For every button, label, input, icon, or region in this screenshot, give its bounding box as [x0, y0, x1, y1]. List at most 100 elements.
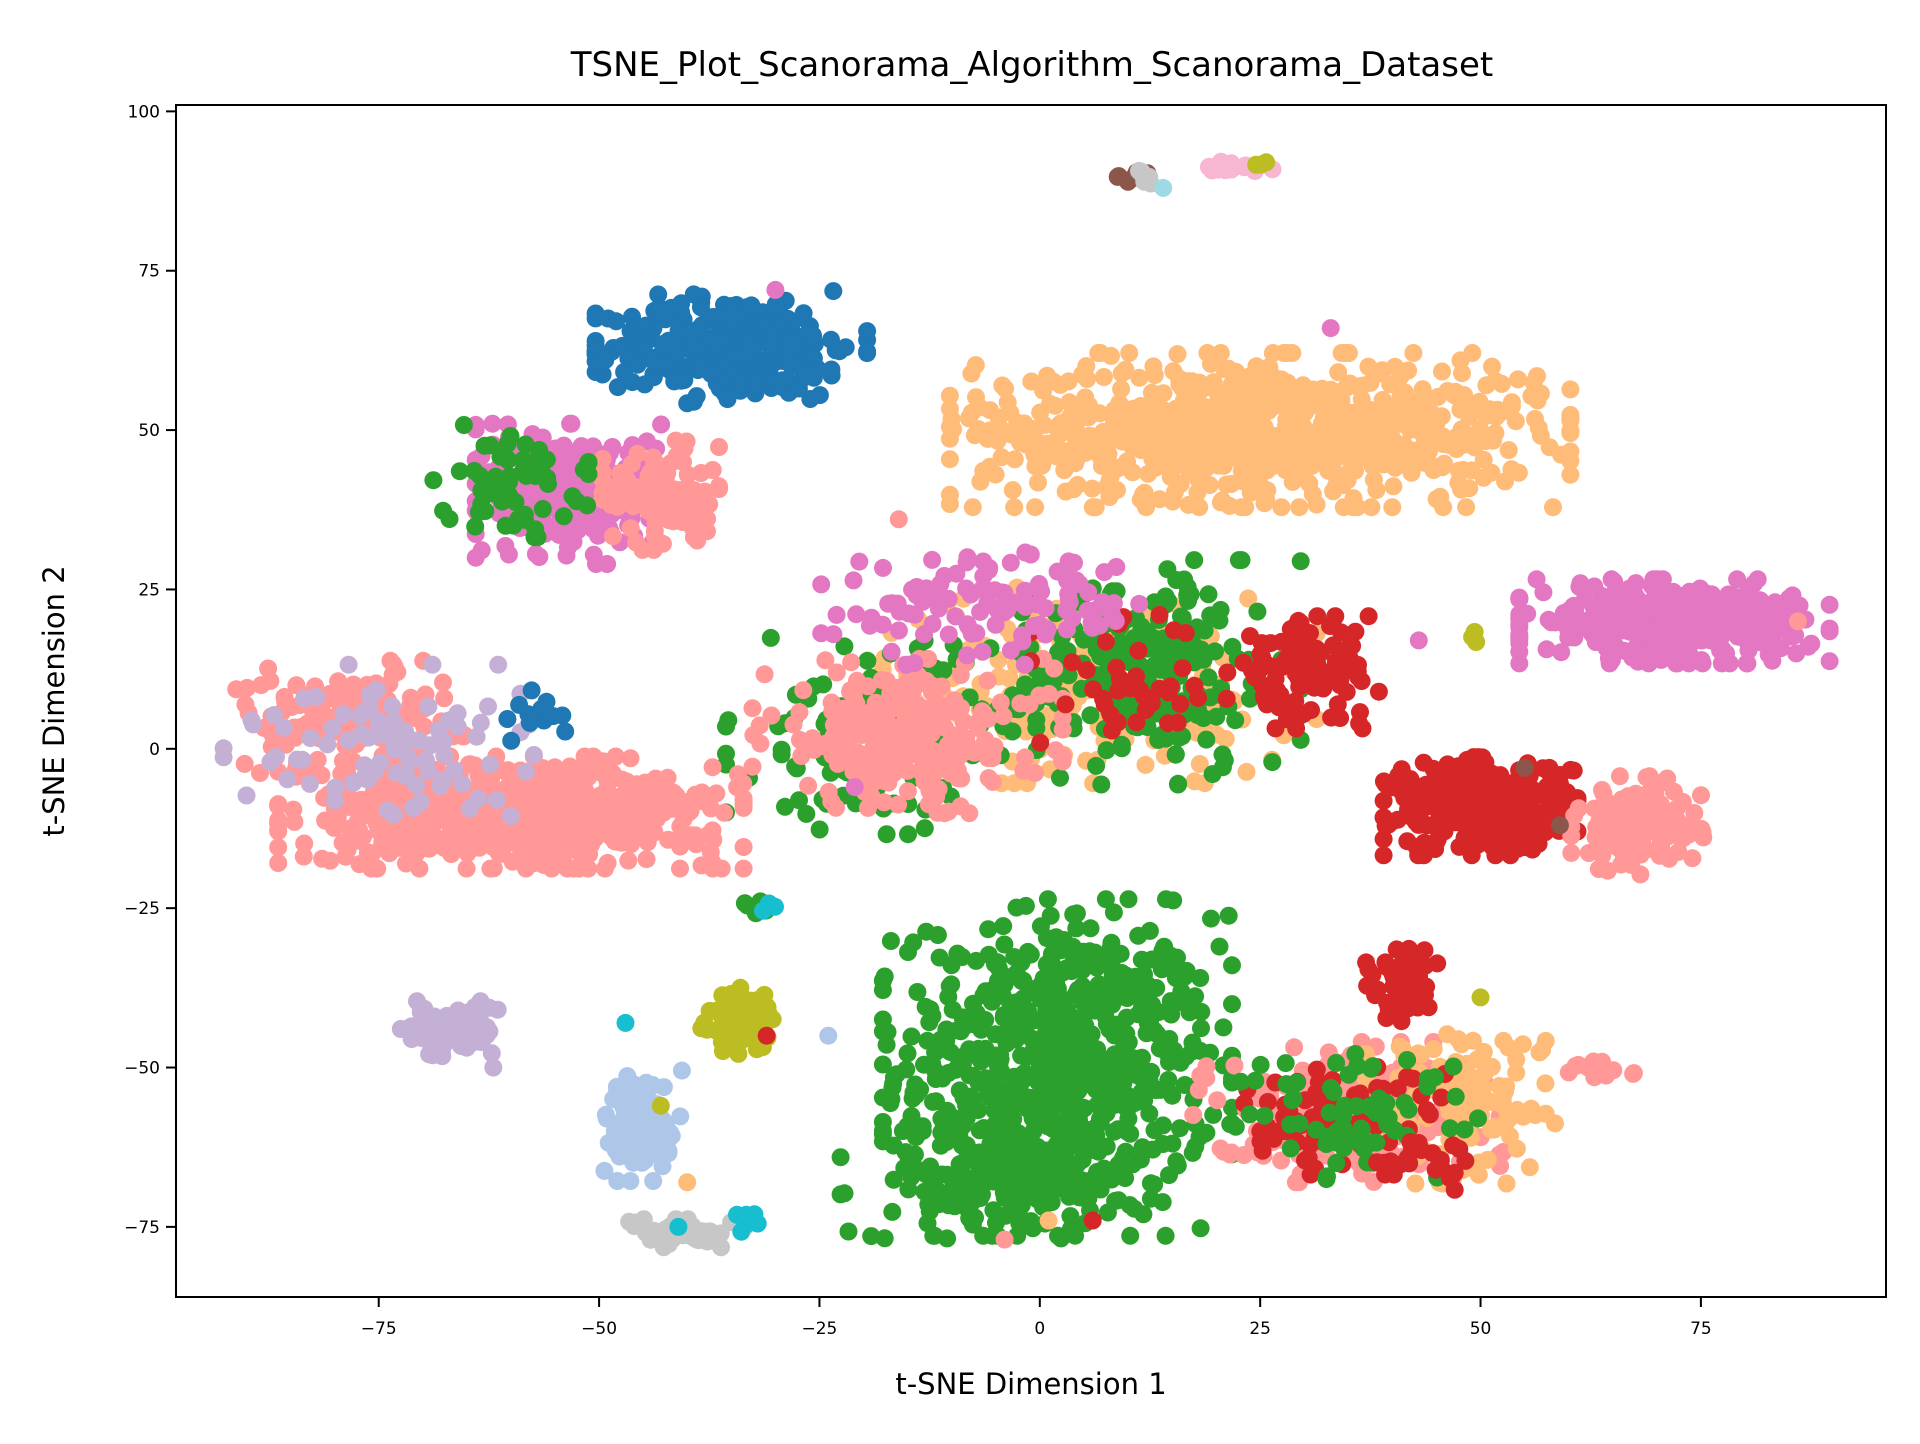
data-point [1094, 368, 1113, 386]
data-point [926, 1070, 945, 1088]
data-point [936, 1033, 955, 1052]
data-point [404, 799, 423, 817]
data-point [1053, 720, 1072, 739]
data-point [1290, 498, 1309, 517]
data-point [1357, 449, 1376, 468]
data-point [1340, 652, 1359, 671]
data-point [957, 1108, 976, 1127]
data-point [1427, 832, 1446, 851]
points-layer [214, 152, 1839, 1257]
data-point [1739, 641, 1758, 660]
data-point [1559, 628, 1578, 647]
data-point [1034, 969, 1053, 988]
data-point [953, 948, 972, 967]
data-point [992, 1062, 1010, 1081]
data-point [523, 801, 542, 819]
data-point [715, 803, 734, 822]
data-point [529, 785, 547, 804]
data-point [269, 796, 288, 815]
data-point [1605, 625, 1624, 643]
data-point [1354, 397, 1372, 416]
data-point [1374, 830, 1393, 849]
data-point [410, 859, 429, 878]
data-point [835, 1184, 854, 1203]
data-point [1004, 593, 1023, 612]
data-point [599, 309, 618, 328]
data-point [1487, 407, 1506, 426]
data-point [1026, 498, 1045, 517]
data-point [1217, 689, 1236, 708]
data-point [725, 311, 744, 330]
data-point [1237, 762, 1256, 781]
data-point [1740, 578, 1759, 597]
data-point [1052, 1117, 1071, 1136]
data-point [1492, 374, 1511, 393]
data-point [1234, 653, 1253, 672]
data-point [1036, 1057, 1055, 1076]
data-point [1057, 1142, 1076, 1161]
data-point [1160, 421, 1179, 440]
data-point [1194, 709, 1213, 728]
data-point [1173, 659, 1192, 678]
data-point [1602, 570, 1621, 589]
data-point [1502, 393, 1521, 412]
data-point [1056, 1162, 1075, 1181]
data-point [1129, 1055, 1148, 1074]
data-point [794, 304, 813, 323]
data-point [781, 355, 800, 374]
data-point [408, 731, 426, 750]
data-point [1307, 639, 1326, 658]
data-point [360, 698, 379, 717]
data-point [1245, 668, 1264, 687]
data-point [1519, 780, 1538, 799]
data-point [1349, 668, 1368, 686]
data-point [1291, 552, 1310, 571]
data-point [1439, 771, 1458, 790]
data-point [1097, 1104, 1116, 1123]
data-point [1052, 1229, 1070, 1248]
data-point [879, 755, 897, 774]
data-point [1683, 849, 1702, 868]
data-point [1263, 753, 1282, 772]
data-point [1540, 438, 1559, 457]
data-point [1465, 755, 1484, 774]
data-point [1348, 498, 1367, 517]
data-point [1059, 589, 1078, 608]
data-point [929, 780, 948, 799]
data-point [947, 702, 966, 721]
data-point [1219, 906, 1238, 925]
data-point [1680, 582, 1699, 601]
data-point [847, 605, 866, 624]
data-point [1384, 477, 1403, 496]
data-point [960, 1087, 978, 1106]
data-point [1660, 849, 1679, 868]
data-point [1033, 456, 1051, 475]
data-point [608, 378, 627, 397]
data-point [1081, 919, 1100, 938]
data-point [483, 414, 502, 433]
data-point [1022, 372, 1041, 391]
data-point [1566, 606, 1585, 625]
data-point [1383, 498, 1402, 517]
data-point [899, 825, 917, 844]
data-point [1186, 987, 1205, 1006]
data-point [1001, 553, 1020, 572]
data-point [859, 798, 877, 817]
data-point [1134, 990, 1153, 1009]
data-point [1141, 1174, 1160, 1193]
data-point [734, 838, 753, 856]
data-point [1139, 464, 1158, 483]
data-point [1019, 1001, 1037, 1020]
data-point [1142, 383, 1161, 402]
data-point [892, 683, 910, 702]
data-point [1482, 463, 1501, 482]
data-point [1457, 817, 1476, 836]
data-point [1692, 786, 1710, 805]
data-point [1143, 950, 1162, 969]
data-point [1497, 787, 1515, 806]
data-point [902, 1027, 921, 1046]
data-point [1156, 587, 1175, 606]
data-point [1111, 944, 1130, 963]
data-point [341, 685, 360, 704]
